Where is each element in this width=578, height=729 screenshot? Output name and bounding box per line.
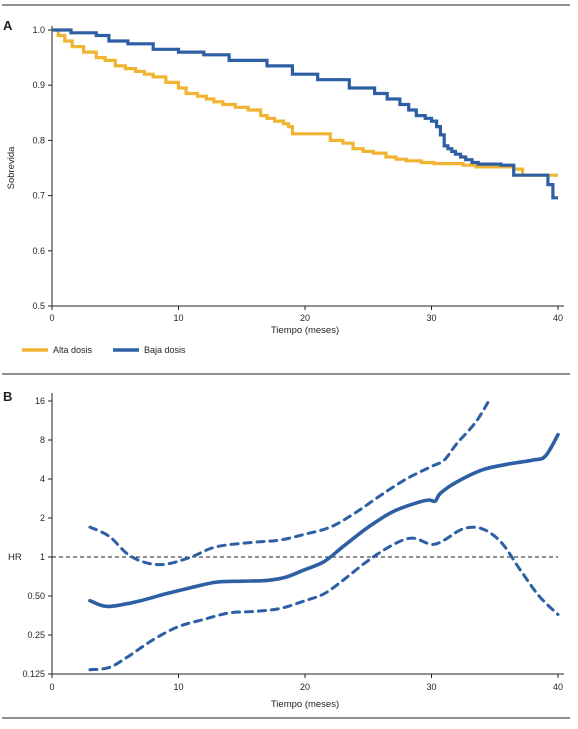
y-tick-label: 0.50 — [27, 591, 45, 601]
hazard-ratio-chart-x-axis-label: Tiempo (meses) — [271, 699, 339, 710]
panel-letter-a: A — [3, 18, 13, 33]
hazard-ratio-chart-ticks: 16 8 4 2 1 0.50 0.25 0.125 0 10 20 30 40 — [22, 396, 563, 692]
x-tick-label: 0 — [49, 313, 54, 323]
y-tick-label: 0.5 — [32, 301, 45, 311]
survival-chart-legend: Alta dosis Baja dosis — [22, 345, 186, 355]
y-tick-label: 8 — [40, 435, 45, 445]
y-tick-label: 2 — [40, 513, 45, 523]
y-tick-label: 0.7 — [32, 191, 45, 201]
hazard-ratio-chart-series — [88, 397, 560, 672]
series-line-baja-dosis — [52, 28, 558, 200]
y-tick-label: 0.9 — [32, 80, 45, 90]
survival-chart: 1.0 0.9 0.8 0.7 0.6 0.5 0 10 20 30 40 Tiempo (mese… — [6, 25, 564, 355]
hr-estimate-line — [88, 432, 560, 609]
panel-letter-b: B — [3, 389, 12, 404]
hazard-ratio-chart: 16 8 4 2 1 0.50 0.25 0.125 0 10 20 30 40 HR Tiempo (… — [8, 393, 564, 710]
survival-chart-x-axis-label: Tiempo (meses) — [271, 325, 339, 336]
legend-label-baja-dosis: Baja dosis — [144, 345, 186, 355]
legend-label-alta-dosis: Alta dosis — [53, 345, 93, 355]
y-tick-label: 0.6 — [32, 246, 45, 256]
y-tick-label: 0.25 — [27, 630, 45, 640]
hr-upper-ci-line — [88, 397, 492, 567]
x-tick-label: 30 — [426, 682, 436, 692]
y-tick-label: 4 — [40, 474, 45, 484]
x-tick-label: 10 — [173, 313, 183, 323]
y-tick-label: 0.8 — [32, 135, 45, 145]
survival-chart-y-axis-label: Sobrevida — [6, 146, 17, 189]
x-tick-label: 40 — [553, 682, 563, 692]
x-tick-label: 10 — [173, 682, 183, 692]
y-tick-label: 16 — [35, 396, 45, 406]
survival-chart-ticks: 1.0 0.9 0.8 0.7 0.6 0.5 0 10 20 30 40 — [32, 25, 563, 323]
y-tick-label: 1.0 — [32, 25, 45, 35]
x-tick-label: 0 — [49, 682, 54, 692]
series-line-alta-dosis — [52, 28, 558, 177]
x-tick-label: 40 — [553, 313, 563, 323]
x-tick-label: 20 — [300, 313, 310, 323]
survival-chart-series — [52, 28, 558, 200]
hr-lower-ci-line — [88, 525, 560, 672]
hazard-ratio-chart-y-axis-label: HR — [8, 552, 22, 563]
x-tick-label: 30 — [426, 313, 436, 323]
y-tick-label: 0.125 — [22, 669, 45, 679]
x-tick-label: 20 — [300, 682, 310, 692]
y-tick-label: 1 — [40, 552, 45, 562]
